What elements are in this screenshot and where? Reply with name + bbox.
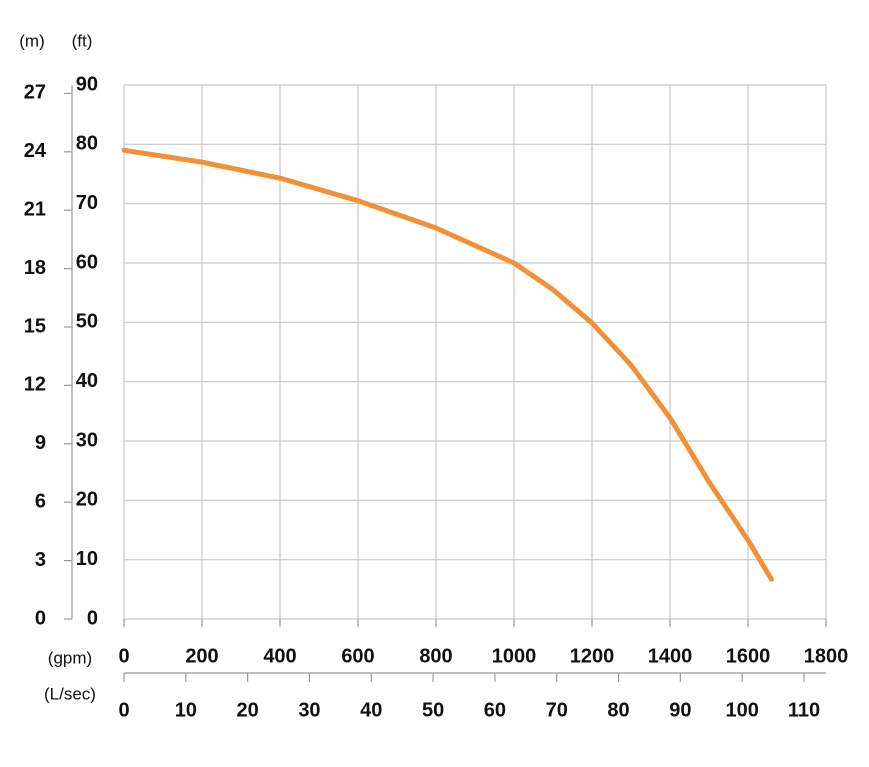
x2-tick-label: 50 xyxy=(422,699,444,721)
x-tick-label: 600 xyxy=(341,645,374,667)
x-tick-label: 1600 xyxy=(726,645,771,667)
y-tick-label: 90 xyxy=(76,73,98,95)
y-tick-label: 20 xyxy=(76,489,98,511)
x-axis-label: (gpm) xyxy=(48,648,92,667)
y2-tick-label: 3 xyxy=(35,549,46,571)
x2-tick-label: 60 xyxy=(484,699,506,721)
y2-tick-label: 24 xyxy=(24,140,47,162)
y2-tick-label: 27 xyxy=(24,82,46,104)
y2-tick-label: 9 xyxy=(35,432,46,454)
x2-tick-label: 40 xyxy=(360,699,382,721)
y-tick-label: 0 xyxy=(87,607,98,629)
x-tick-label: 1400 xyxy=(648,645,693,667)
x-tick-label: 800 xyxy=(419,645,452,667)
x2-tick-label: 70 xyxy=(546,699,568,721)
x-tick-label: 1800 xyxy=(804,645,849,667)
y2-tick-label: 6 xyxy=(35,490,46,512)
y2-tick-label: 18 xyxy=(24,257,46,279)
pump-curve xyxy=(121,147,774,582)
y2-tick-label: 15 xyxy=(24,315,46,337)
x2-tick-label: 90 xyxy=(669,699,691,721)
y2-axis-label: (m) xyxy=(19,31,44,50)
y2-tick-label: 21 xyxy=(24,198,46,220)
x2-tick-label: 30 xyxy=(298,699,320,721)
y-tick-label: 50 xyxy=(76,311,98,333)
x2-tick-label: 0 xyxy=(118,699,129,721)
y-tick-label: 40 xyxy=(76,370,98,392)
x-tick-label: 200 xyxy=(185,645,218,667)
y-axis-label: (ft) xyxy=(72,31,93,50)
x-tick-label: 1000 xyxy=(492,645,537,667)
y-tick-label: 10 xyxy=(76,548,98,570)
y-tick-label: 30 xyxy=(76,429,98,451)
x-tick-label: 1200 xyxy=(570,645,615,667)
y2-tick-label: 12 xyxy=(24,374,46,396)
x2-tick-label: 20 xyxy=(237,699,259,721)
x-tick-label: 0 xyxy=(118,645,129,667)
x2-tick-label: 100 xyxy=(725,699,758,721)
x2-tick-label: 10 xyxy=(175,699,197,721)
y-tick-label: 60 xyxy=(76,251,98,273)
y-tick-label: 80 xyxy=(76,133,98,155)
x2-axis-label: (L/sec) xyxy=(44,684,96,703)
x2-tick-label: 80 xyxy=(607,699,629,721)
y-tick-label: 70 xyxy=(76,192,98,214)
x2-tick-label: 110 xyxy=(788,699,820,721)
y2-tick-label: 0 xyxy=(35,607,46,629)
x-tick-label: 400 xyxy=(263,645,296,667)
